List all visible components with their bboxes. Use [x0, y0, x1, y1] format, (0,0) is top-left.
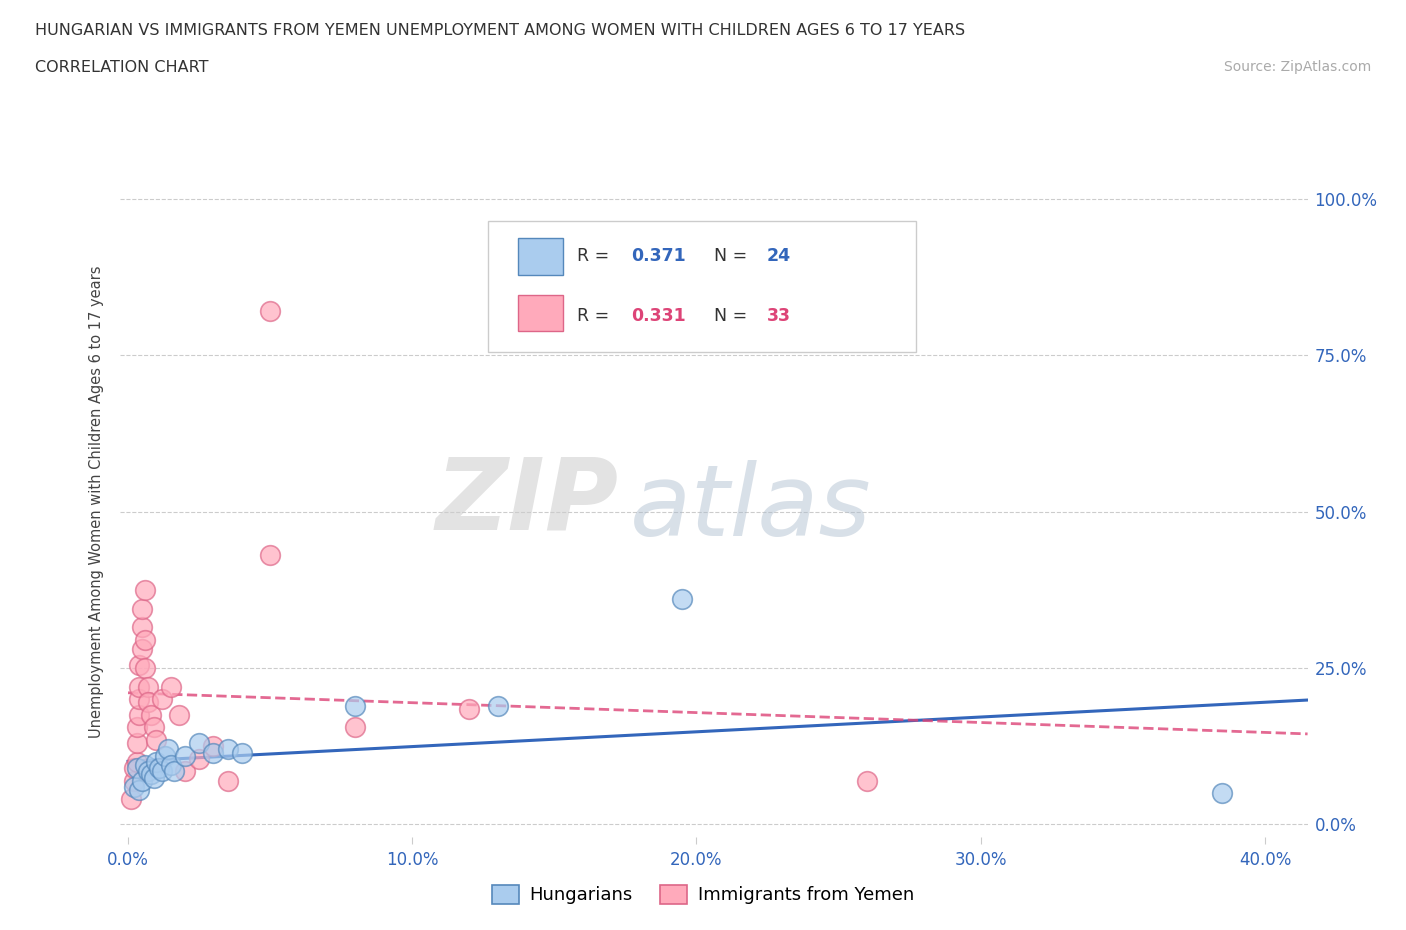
Point — [159, 680, 181, 695]
Point — [202, 738, 225, 753]
Point — [486, 698, 509, 713]
Y-axis label: Unemployment Among Women with Children Ages 6 to 17 years: Unemployment Among Women with Children A… — [89, 266, 104, 738]
Point — [145, 754, 167, 769]
Text: N =: N = — [713, 307, 752, 326]
Point — [136, 680, 159, 695]
Point — [142, 720, 165, 735]
FancyBboxPatch shape — [488, 221, 915, 352]
Point — [125, 761, 148, 776]
Point — [134, 632, 156, 647]
Point — [131, 642, 153, 657]
Point — [259, 548, 281, 563]
Point — [128, 658, 150, 672]
Point — [167, 708, 190, 723]
Point — [173, 764, 195, 778]
Point — [128, 680, 150, 695]
Point — [159, 758, 181, 773]
Point — [139, 767, 162, 782]
Point — [162, 764, 184, 778]
Point — [131, 773, 153, 788]
Text: Source: ZipAtlas.com: Source: ZipAtlas.com — [1223, 60, 1371, 74]
Text: N =: N = — [713, 246, 752, 265]
Point — [217, 742, 239, 757]
Point — [188, 736, 211, 751]
Point — [344, 720, 367, 735]
Point — [122, 773, 145, 788]
Point — [259, 304, 281, 319]
Point — [458, 701, 481, 716]
Text: CORRELATION CHART: CORRELATION CHART — [35, 60, 208, 75]
Point — [122, 779, 145, 794]
Point — [134, 660, 156, 675]
Point — [145, 733, 167, 748]
Point — [1211, 786, 1233, 801]
Point — [142, 770, 165, 785]
Text: HUNGARIAN VS IMMIGRANTS FROM YEMEN UNEMPLOYMENT AMONG WOMEN WITH CHILDREN AGES 6: HUNGARIAN VS IMMIGRANTS FROM YEMEN UNEMP… — [35, 23, 966, 38]
Point — [153, 749, 176, 764]
Legend: Hungarians, Immigrants from Yemen: Hungarians, Immigrants from Yemen — [485, 878, 921, 911]
Point — [344, 698, 367, 713]
Text: 24: 24 — [768, 246, 792, 265]
Text: R =: R = — [576, 246, 614, 265]
Point — [128, 783, 150, 798]
Point — [150, 692, 173, 707]
Point — [150, 764, 173, 778]
Point — [173, 749, 195, 764]
Point — [134, 758, 156, 773]
Text: 0.371: 0.371 — [631, 246, 686, 265]
Point — [136, 764, 159, 778]
Point — [671, 591, 693, 606]
Point — [217, 773, 239, 788]
Text: R =: R = — [576, 307, 614, 326]
Point — [856, 773, 879, 788]
Point — [134, 582, 156, 597]
Point — [202, 745, 225, 760]
Point — [125, 736, 148, 751]
Point — [128, 692, 150, 707]
Text: atlas: atlas — [630, 460, 872, 557]
Point — [125, 754, 148, 769]
Point — [148, 761, 170, 776]
Point — [128, 708, 150, 723]
Point — [188, 751, 211, 766]
Point — [131, 601, 153, 616]
Text: 33: 33 — [768, 307, 792, 326]
FancyBboxPatch shape — [517, 295, 562, 331]
Point — [120, 792, 142, 807]
Point — [231, 745, 253, 760]
Text: 0.331: 0.331 — [631, 307, 686, 326]
Point — [136, 695, 159, 710]
Text: ZIP: ZIP — [436, 454, 619, 551]
Point — [156, 742, 179, 757]
Point — [125, 720, 148, 735]
Point — [131, 620, 153, 635]
Point — [139, 708, 162, 723]
Point — [122, 761, 145, 776]
FancyBboxPatch shape — [517, 238, 562, 274]
